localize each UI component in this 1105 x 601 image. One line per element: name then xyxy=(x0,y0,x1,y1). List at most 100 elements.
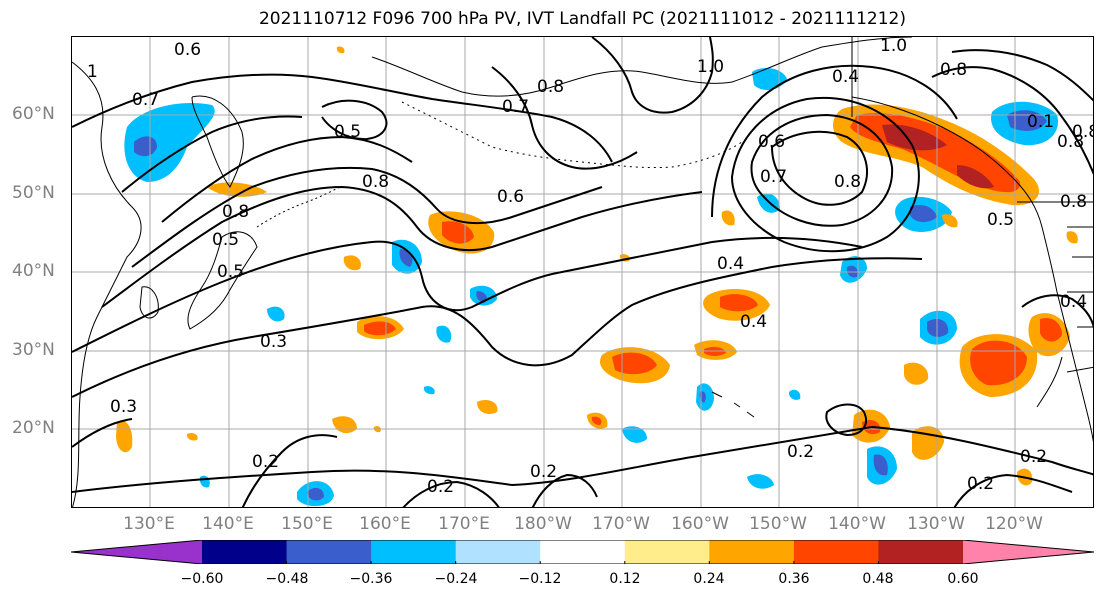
negative-anomaly-138w-south-core xyxy=(873,454,888,476)
positive-anomaly-165w-core xyxy=(612,352,657,375)
contour-label: 0.5 xyxy=(217,262,244,282)
pv-contours xyxy=(72,37,1093,507)
negative-anomaly-175w-south xyxy=(622,426,647,443)
contour-label: 0.5 xyxy=(334,122,361,142)
contour-0.3 xyxy=(72,257,923,398)
contour-label: 0.7 xyxy=(132,90,159,110)
lon-label-160w: 160°W xyxy=(671,514,729,534)
colorbar-tick-label: −0.24 xyxy=(434,571,478,587)
coast-aleutians xyxy=(401,101,743,169)
map-panel: 0.6 0.7 0.8 0.5 0.8 0.7 0.8 0.6 1.0 1.0 … xyxy=(71,36,1094,508)
contour-label: 1.0 xyxy=(697,57,724,77)
coast-hawaii xyxy=(711,391,755,418)
colorbar-segment xyxy=(455,540,541,564)
colorbar-segment xyxy=(709,540,795,564)
contour-0.6-north xyxy=(72,73,613,163)
contour-0.5-east xyxy=(931,66,1093,175)
positive-anomaly-135w xyxy=(904,362,929,385)
lon-label-180w: 180°W xyxy=(514,514,572,534)
contour-0.2-southeast xyxy=(953,473,1073,507)
colorbar-segment xyxy=(793,540,879,564)
coast-asia-east xyxy=(72,61,142,507)
contour-label: 0.5 xyxy=(212,230,239,250)
colorbar-ticks xyxy=(286,561,879,564)
contour-0.6 xyxy=(131,166,603,268)
coast-alaska xyxy=(371,37,913,97)
coast-bc-alaska-panhandle xyxy=(851,96,1058,293)
negative-anomaly-168e xyxy=(436,325,452,343)
lon-label-140w: 140°W xyxy=(828,514,886,534)
colorbar-tick-label: 0.60 xyxy=(947,571,979,587)
contour-0.2-center xyxy=(402,480,500,507)
colorbar-tick-label: −0.60 xyxy=(180,571,224,587)
contour-labels: 0.6 0.7 0.8 0.5 0.8 0.7 0.8 0.6 1.0 1.0 … xyxy=(87,37,1093,497)
colorbar-tick-label: 0.12 xyxy=(609,571,641,587)
lat-label-50n: 50°N xyxy=(12,183,55,203)
contour-label: 0.2 xyxy=(967,474,994,494)
contour-0.6-gulf-alaska xyxy=(730,97,920,253)
contour-0.8-gulf-alaska xyxy=(770,130,868,206)
contour-label: 0.8 xyxy=(362,172,389,192)
contour-label: 0.2 xyxy=(530,462,557,482)
colorbar-segment xyxy=(371,540,457,564)
lat-label-40n: 40°N xyxy=(12,261,55,281)
positive-anomaly-west-canada xyxy=(1066,231,1078,244)
contour-0.8-aleutian xyxy=(321,99,388,141)
chart-title: 2021110712 F096 700 hPa PV, IVT Landfall… xyxy=(258,9,906,29)
positive-anomaly-127w-core xyxy=(970,340,1027,386)
positive-anomaly-160e-lower-core xyxy=(364,321,396,336)
lat-label-20n: 20°N xyxy=(12,418,55,438)
contour-label: 0.2 xyxy=(252,452,279,472)
negative-anomaly-southeast xyxy=(747,474,774,489)
coast-baja xyxy=(1036,356,1063,408)
contour-0.5 xyxy=(101,185,703,308)
positive-anomaly-128e xyxy=(116,420,133,453)
coast-kamchatka xyxy=(191,95,244,188)
contour-label: 0.4 xyxy=(740,312,767,332)
contour-0.7-gulf-alaska xyxy=(750,113,894,227)
negative-anomaly-okhotsk xyxy=(124,103,215,182)
contour-label: 0.4 xyxy=(1060,292,1087,312)
lon-label-160e: 160°E xyxy=(359,514,411,534)
negative-anomaly-scattered-3 xyxy=(199,475,210,488)
contour-1.0-bering xyxy=(591,37,714,114)
positive-anomaly-bc-peak xyxy=(957,165,994,189)
contour-label: 0.3 xyxy=(260,332,287,352)
lon-label-170e: 170°E xyxy=(438,514,490,534)
colorbar-tick-label: −0.48 xyxy=(265,571,309,587)
border-us-mexico xyxy=(1066,366,1093,373)
contour-0.4-east-loop xyxy=(1021,294,1093,329)
lon-label-130w: 130°W xyxy=(907,514,965,534)
positive-anomaly-scattered-4 xyxy=(336,46,345,54)
positive-anomaly-170e-core xyxy=(442,221,474,244)
contour-label: 0.3 xyxy=(110,397,137,417)
coast-us-west xyxy=(1056,291,1093,442)
contour-label: 0.8 xyxy=(834,172,861,192)
colorbar-tick-label: 0.48 xyxy=(862,571,894,587)
contour-label: 0.7 xyxy=(760,167,787,187)
contour-label: 0.8 xyxy=(1060,192,1087,212)
coast-korea xyxy=(139,286,159,319)
positive-anomaly-gulf-alaska-peak xyxy=(882,124,947,151)
positive-anomaly-158w xyxy=(721,210,735,226)
contour-0.3-sw-loop xyxy=(72,418,133,448)
map-plot: 0.6 0.7 0.8 0.5 0.8 0.7 0.8 0.6 1.0 1.0 … xyxy=(72,37,1093,507)
colorbar-segments xyxy=(71,540,1094,564)
lon-label-130e: 130°E xyxy=(123,514,175,534)
lon-label-150w: 150°W xyxy=(749,514,807,534)
lat-label-60n: 60°N xyxy=(12,104,55,124)
negative-anomaly-bering xyxy=(752,67,787,91)
negative-anomaly-scattered-2 xyxy=(788,389,801,400)
positive-anomaly-155w-core xyxy=(720,294,758,312)
lon-label-170w: 170°W xyxy=(592,514,650,534)
contour-0.8-west xyxy=(121,115,303,193)
contour-label: 0.8 xyxy=(940,60,967,80)
colorbar-segment xyxy=(202,540,288,564)
negative-anomaly-okhotsk-core xyxy=(134,136,157,157)
positive-anomaly-160e-south xyxy=(332,416,357,434)
positive-anomaly-178w-south-core xyxy=(591,416,602,425)
lon-label-120w: 120°W xyxy=(985,514,1043,534)
contour-label: 0.6 xyxy=(174,40,201,60)
positive-anomaly-160e-small xyxy=(343,255,361,271)
colorbar-segment xyxy=(540,540,626,564)
